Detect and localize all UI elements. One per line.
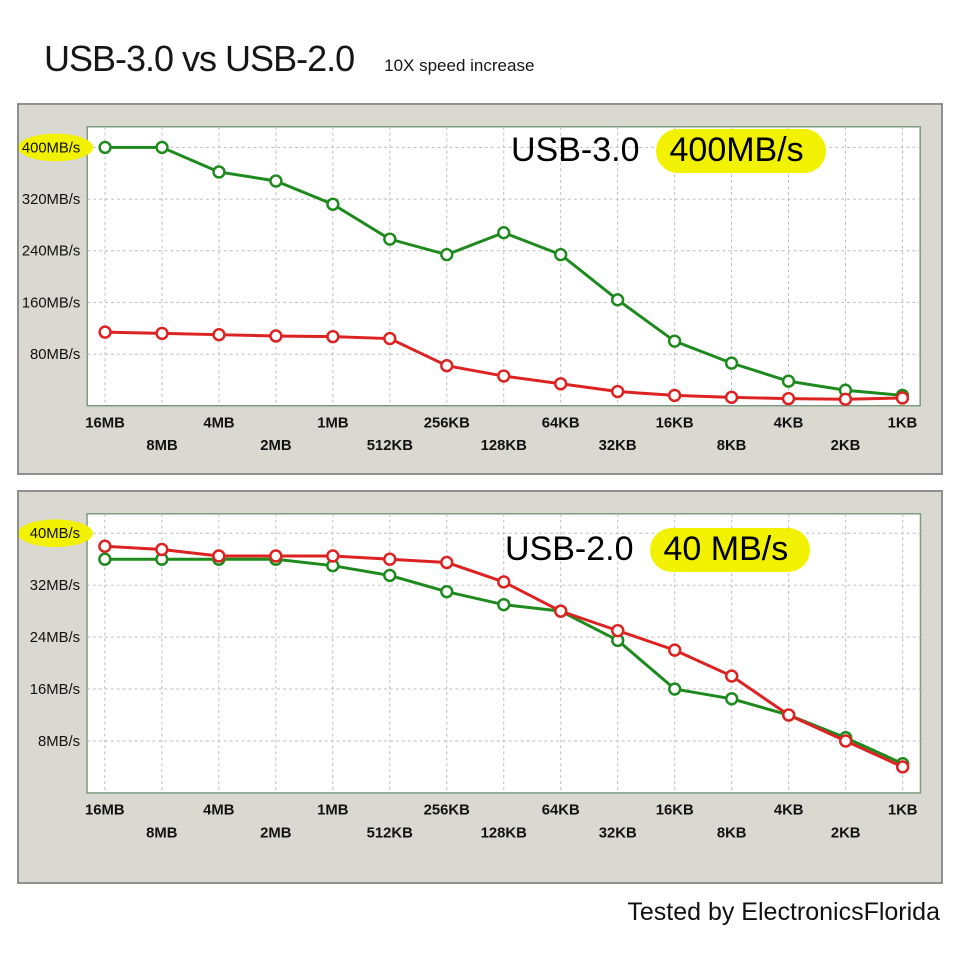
usb3-annotation-speed: 400MB/s: [655, 129, 826, 173]
svg-text:512KB: 512KB: [367, 438, 413, 454]
usb2-annotation-speed: 40 MB/s: [649, 528, 811, 572]
svg-text:1MB: 1MB: [317, 415, 349, 431]
usb2-annotation-label: USB-2.0: [505, 530, 634, 568]
svg-text:32KB: 32KB: [599, 825, 637, 841]
svg-text:8MB: 8MB: [146, 438, 178, 454]
svg-text:2MB: 2MB: [260, 825, 292, 841]
svg-text:2KB: 2KB: [831, 438, 861, 454]
svg-text:240MB/s: 240MB/s: [22, 244, 81, 260]
svg-text:24MB/s: 24MB/s: [30, 630, 80, 646]
header: USB-3.0 vs USB-2.0 10X speed increase: [44, 38, 534, 80]
svg-text:64KB: 64KB: [542, 415, 580, 431]
svg-text:320MB/s: 320MB/s: [22, 192, 81, 208]
usb3-annotation-label: USB-3.0: [511, 131, 640, 169]
footer-credit: Tested by ElectronicsFlorida: [627, 898, 940, 926]
usb2-chart-panel: 16MB 8MB 4MB 2MB 1MB 512KB 256KB 128KB 64KB 32KB 1…: [17, 490, 943, 884]
svg-text:160MB/s: 160MB/s: [22, 295, 81, 311]
page-title: USB-3.0 vs USB-2.0: [44, 38, 355, 79]
usb2-annotation: USB-2.0 40 MB/s: [505, 528, 811, 572]
svg-text:2KB: 2KB: [831, 825, 861, 841]
svg-text:8KB: 8KB: [717, 438, 747, 454]
svg-text:4KB: 4KB: [774, 415, 804, 431]
svg-text:4KB: 4KB: [774, 803, 804, 819]
svg-text:64KB: 64KB: [542, 803, 580, 819]
svg-text:128KB: 128KB: [481, 438, 527, 454]
svg-text:1KB: 1KB: [888, 803, 918, 819]
svg-text:16KB: 16KB: [656, 415, 694, 431]
svg-text:8MB: 8MB: [146, 825, 178, 841]
svg-text:2MB: 2MB: [260, 438, 292, 454]
svg-text:16KB: 16KB: [656, 803, 694, 819]
svg-text:1MB: 1MB: [317, 803, 349, 819]
svg-text:80MB/s: 80MB/s: [30, 347, 80, 363]
svg-text:40MB/s: 40MB/s: [30, 526, 80, 542]
svg-text:400MB/s: 400MB/s: [22, 140, 81, 156]
svg-text:16MB/s: 16MB/s: [30, 682, 80, 698]
svg-text:8MB/s: 8MB/s: [38, 734, 80, 750]
svg-text:4MB: 4MB: [203, 415, 235, 431]
svg-text:256KB: 256KB: [424, 803, 470, 819]
usb3-chart: 16MB 8MB 4MB 2MB 1MB 512KB 256KB 128KB 64KB 32KB 1…: [19, 126, 921, 454]
svg-text:4MB: 4MB: [203, 803, 235, 819]
svg-text:16MB: 16MB: [85, 415, 125, 431]
svg-text:16MB: 16MB: [85, 803, 125, 819]
svg-text:512KB: 512KB: [367, 825, 413, 841]
svg-text:32MB/s: 32MB/s: [30, 578, 80, 594]
svg-text:256KB: 256KB: [424, 415, 470, 431]
usb3-chart-panel: 16MB 8MB 4MB 2MB 1MB 512KB 256KB 128KB 64KB 32KB 1…: [17, 103, 943, 475]
svg-text:8KB: 8KB: [717, 825, 747, 841]
svg-text:32KB: 32KB: [599, 438, 637, 454]
usb3-annotation: USB-3.0 400MB/s: [511, 129, 826, 173]
svg-text:128KB: 128KB: [481, 825, 527, 841]
page-subtitle: 10X speed increase: [384, 56, 535, 75]
svg-text:1KB: 1KB: [888, 415, 918, 431]
